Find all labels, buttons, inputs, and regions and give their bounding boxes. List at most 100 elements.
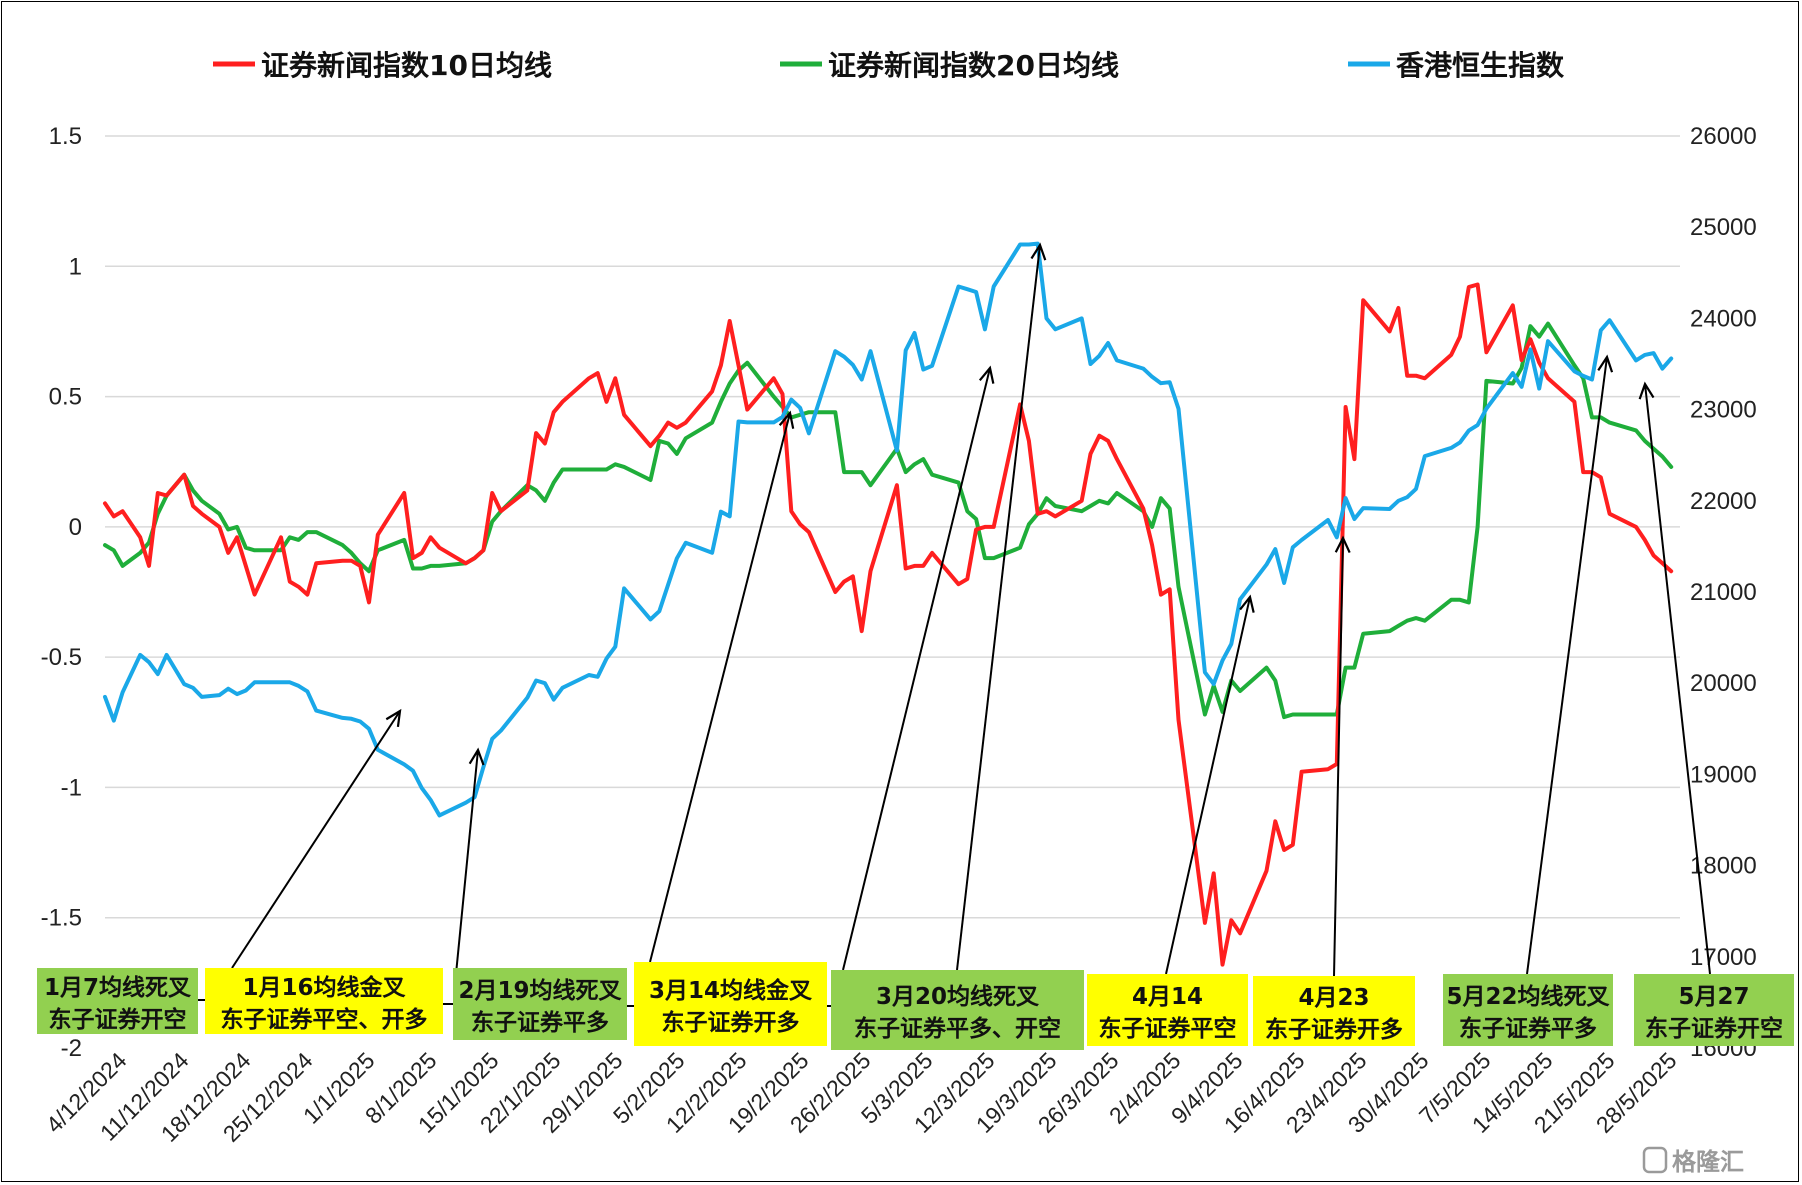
annotation-line2: 东子证券开多 bbox=[1265, 1016, 1403, 1043]
left-tick-label: 0.5 bbox=[49, 384, 82, 411]
annotation-line1: 1月7均线死叉 bbox=[44, 974, 191, 1001]
right-tick-label: 23000 bbox=[1690, 397, 1757, 424]
annotation-arrows bbox=[198, 242, 1711, 1007]
legend-label: 证券新闻指数10日均线 bbox=[261, 49, 552, 82]
arrow-head bbox=[385, 708, 402, 728]
right-y-axis: 26000 25000 24000 23000 22000 21000 20000 19000… bbox=[1690, 123, 1757, 1062]
annotation-box-bg bbox=[453, 968, 627, 1040]
annotation-box-bg bbox=[1443, 974, 1613, 1046]
annotation-box-bg bbox=[37, 968, 198, 1034]
arrow-shaft bbox=[1165, 596, 1251, 975]
arrow-head bbox=[1239, 594, 1255, 613]
annotation-line2: 东子证券平多、开空 bbox=[854, 1015, 1061, 1042]
left-tick-label: -2 bbox=[61, 1035, 82, 1062]
left-tick-label: -1 bbox=[61, 774, 82, 801]
left-tick-label: -0.5 bbox=[41, 644, 82, 671]
annotation-arrow bbox=[231, 708, 402, 969]
annotation-line2: 东子证券开空 bbox=[49, 1006, 187, 1033]
annotation-line2: 东子证券开多 bbox=[662, 1009, 800, 1036]
arrow-head bbox=[1597, 354, 1614, 373]
annotation-line1: 1月16均线金叉 bbox=[242, 974, 405, 1001]
right-tick-label: 17000 bbox=[1690, 944, 1757, 971]
arrow-shaft bbox=[956, 244, 1041, 971]
watermark-logo-icon bbox=[1642, 1146, 1668, 1174]
annotation-line1: 3月20均线死叉 bbox=[876, 983, 1039, 1010]
annotation-box-bg bbox=[634, 962, 827, 1046]
left-tick-label: 1 bbox=[69, 253, 82, 280]
annotation-line1: 2月19均线死叉 bbox=[458, 977, 621, 1004]
annotation-arrow bbox=[1333, 535, 1351, 977]
annotation-line2: 东子证券平多 bbox=[471, 1009, 609, 1036]
annotation-line1: 5月27 bbox=[1678, 984, 1749, 1010]
annotation-box-bg bbox=[1087, 974, 1248, 1046]
x-axis: 4/12/202411/12/202418/12/202425/12/20241… bbox=[41, 1047, 1682, 1147]
series-line bbox=[103, 241, 1674, 818]
series-line bbox=[103, 282, 1674, 967]
gridlines bbox=[105, 135, 1680, 919]
annotation-box-bg bbox=[1634, 974, 1794, 1046]
annotation-arrow bbox=[956, 242, 1047, 971]
annotation-line1: 3月14均线金叉 bbox=[649, 977, 812, 1004]
annotation-box-bg bbox=[831, 970, 1084, 1050]
left-tick-label: -1.5 bbox=[41, 905, 82, 932]
arrow-head bbox=[1334, 535, 1351, 554]
annotation-arrow bbox=[1526, 354, 1614, 975]
annotation-line1: 4月14 bbox=[1132, 984, 1203, 1010]
annotation-box: 5月27 东子证券开空 bbox=[1634, 974, 1794, 1046]
right-tick-label: 19000 bbox=[1690, 761, 1757, 788]
right-tick-label: 21000 bbox=[1690, 579, 1757, 606]
arrow-shaft bbox=[649, 412, 791, 963]
annotation-arrow bbox=[842, 365, 995, 971]
annotation-line2: 东子证券平空、开多 bbox=[221, 1006, 428, 1033]
arrow-head bbox=[978, 365, 995, 384]
left-tick-label: 0 bbox=[69, 514, 82, 541]
right-tick-label: 22000 bbox=[1690, 488, 1757, 515]
arrow-shaft bbox=[231, 710, 401, 969]
series-lines bbox=[103, 241, 1674, 967]
arrow-head bbox=[1638, 381, 1655, 400]
annotation-line1: 5月22均线死叉 bbox=[1446, 983, 1609, 1010]
annotation-box: 4月23 东子证券开多 bbox=[1253, 976, 1415, 1046]
watermark: 格隆汇 bbox=[1642, 1146, 1744, 1176]
annotation-arrow bbox=[1165, 594, 1255, 975]
right-tick-label: 25000 bbox=[1690, 214, 1757, 241]
right-tick-label: 26000 bbox=[1690, 123, 1757, 150]
right-tick-label: 24000 bbox=[1690, 305, 1757, 332]
legend-label: 香港恒生指数 bbox=[1396, 49, 1565, 82]
annotation-arrow bbox=[1638, 381, 1711, 975]
annotation-line1: 4月23 bbox=[1298, 985, 1369, 1011]
arrow-head bbox=[778, 410, 795, 429]
series-line bbox=[103, 321, 1674, 720]
annotation-line2: 东子证券开空 bbox=[1645, 1015, 1783, 1042]
right-tick-label: 18000 bbox=[1690, 853, 1757, 880]
legend-label: 证券新闻指数20日均线 bbox=[828, 49, 1119, 82]
arrow-shaft bbox=[842, 367, 991, 971]
arrow-head bbox=[468, 747, 485, 766]
annotation-arrow bbox=[649, 410, 795, 963]
right-tick-label: 20000 bbox=[1690, 670, 1757, 697]
watermark-text: 格隆汇 bbox=[1672, 1148, 1744, 1176]
arrow-head bbox=[1030, 242, 1047, 261]
arrow-shaft bbox=[1526, 356, 1608, 975]
annotation-line2: 东子证券平多 bbox=[1459, 1015, 1597, 1042]
left-tick-label: 1.5 bbox=[49, 123, 82, 150]
left-y-axis: 1.5 1 0.5 0 -0.5 -1 -1.5 -2 bbox=[41, 123, 82, 1062]
arrow-shaft bbox=[1333, 537, 1344, 977]
annotation-line2: 东子证券平空 bbox=[1099, 1015, 1237, 1042]
annotation-box-bg bbox=[205, 968, 443, 1034]
arrow-shaft bbox=[455, 749, 479, 975]
annotation-arrow bbox=[455, 747, 485, 975]
arrow-shaft bbox=[1644, 383, 1711, 975]
legend: 证券新闻指数10日均线 证券新闻指数20日均线 香港恒生指数 bbox=[213, 49, 1565, 82]
annotation-box: 4月14 东子证券平空 bbox=[1087, 974, 1248, 1046]
annotation-boxes: 1月7均线死叉东子证券开空1月16均线金叉东子证券平空、开多2月19均线死叉东子… bbox=[37, 962, 1794, 1050]
annotation-box-bg bbox=[1253, 976, 1415, 1046]
